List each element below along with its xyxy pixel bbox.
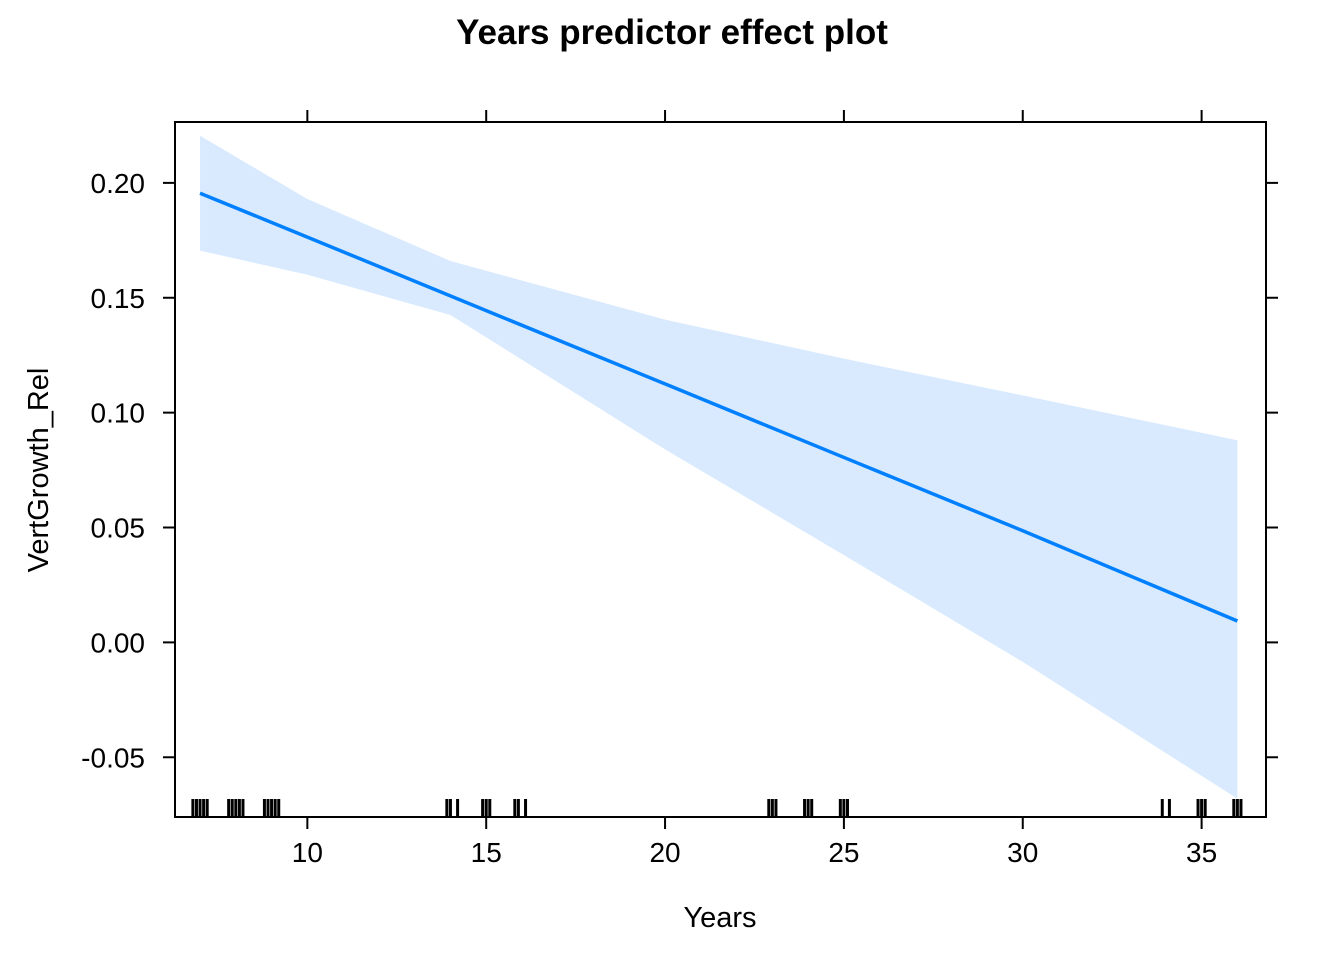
effect-line-layer [199,191,1239,623]
x-tick-label-5: 35 [1186,837,1217,868]
plot-frame [174,121,1267,818]
confidence-band-layer [200,135,1238,799]
x-tick-labels: 10 15 20 25 30 35 [292,837,1217,868]
x-tick-label-4: 30 [1007,837,1038,868]
x-tick-label-0: 10 [292,837,323,868]
y-tick-labels: -0.05 0.00 0.05 0.10 0.15 0.20 [81,168,145,773]
x-tick-label-1: 15 [471,837,502,868]
rug-layer [191,799,1243,817]
confidence-band [200,135,1238,799]
x-tick-label-2: 20 [649,837,680,868]
y-tick-label-5: 0.20 [91,168,146,199]
y-tick-label-0: -0.05 [81,742,145,773]
chart-title: Years predictor effect plot [456,13,888,52]
y-axis-label: VertGrowth_Rel [23,368,55,573]
axis-ticks [163,110,1278,829]
y-tick-label-1: 0.00 [91,627,146,658]
effect-line [199,191,1239,623]
x-tick-label-3: 25 [828,837,859,868]
x-axis-label: Years [683,902,756,934]
y-tick-label-2: 0.05 [91,513,146,544]
y-tick-label-4: 0.15 [91,283,146,314]
y-tick-label-3: 0.10 [91,398,146,429]
